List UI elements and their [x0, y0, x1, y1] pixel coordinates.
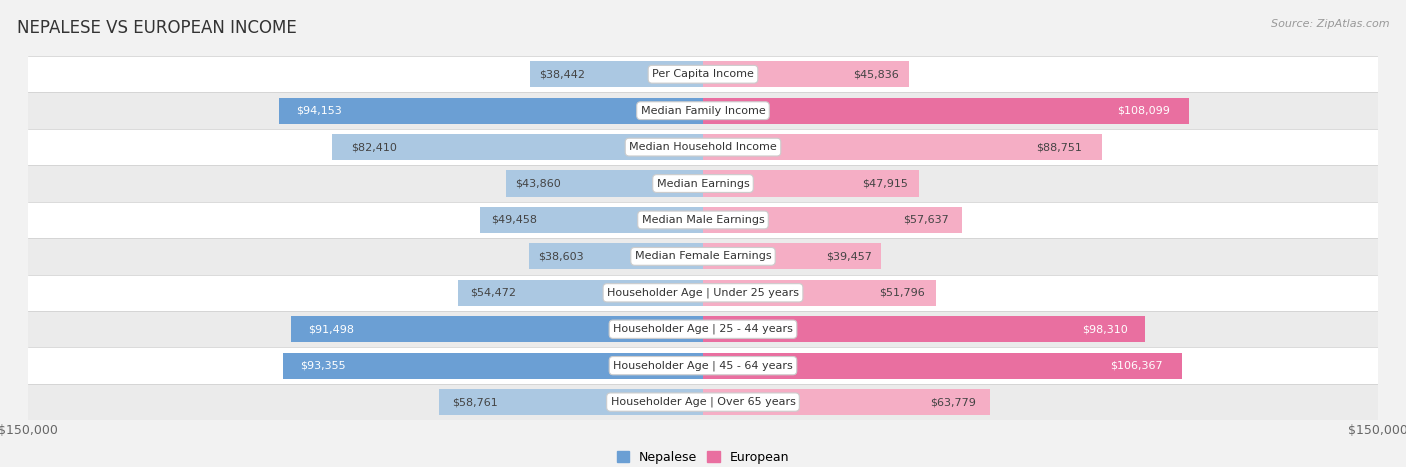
Text: Per Capita Income: Per Capita Income — [652, 69, 754, 79]
Bar — [28, 275, 1378, 311]
Bar — [703, 134, 1102, 160]
Bar — [28, 92, 1378, 129]
Bar — [703, 280, 936, 306]
Bar — [703, 170, 918, 197]
Legend: Nepalese, European: Nepalese, European — [612, 446, 794, 467]
Bar — [703, 207, 962, 233]
Text: Householder Age | Over 65 years: Householder Age | Over 65 years — [610, 397, 796, 407]
Bar — [28, 311, 1378, 347]
Text: $98,310: $98,310 — [1081, 324, 1128, 334]
Bar — [28, 56, 1378, 92]
Bar — [280, 98, 703, 124]
Text: $39,457: $39,457 — [825, 251, 872, 262]
Text: $82,410: $82,410 — [350, 142, 396, 152]
Bar — [28, 165, 1378, 202]
Text: Median Household Income: Median Household Income — [628, 142, 778, 152]
Text: $51,796: $51,796 — [879, 288, 924, 298]
Bar — [28, 129, 1378, 165]
Text: $38,442: $38,442 — [538, 69, 585, 79]
Text: $45,836: $45,836 — [853, 69, 898, 79]
Text: Householder Age | Under 25 years: Householder Age | Under 25 years — [607, 288, 799, 298]
Text: $43,860: $43,860 — [516, 178, 561, 189]
Text: $49,458: $49,458 — [492, 215, 537, 225]
Text: $93,355: $93,355 — [299, 361, 346, 371]
Text: Median Family Income: Median Family Income — [641, 106, 765, 116]
Text: $54,472: $54,472 — [470, 288, 516, 298]
Text: $47,915: $47,915 — [862, 178, 908, 189]
Bar — [529, 243, 703, 269]
Text: Median Female Earnings: Median Female Earnings — [634, 251, 772, 262]
Text: $63,779: $63,779 — [929, 397, 976, 407]
Text: $58,761: $58,761 — [451, 397, 498, 407]
Text: $108,099: $108,099 — [1116, 106, 1170, 116]
Text: $94,153: $94,153 — [297, 106, 342, 116]
Bar — [530, 61, 703, 87]
Text: $91,498: $91,498 — [308, 324, 354, 334]
Bar — [28, 238, 1378, 275]
Text: Source: ZipAtlas.com: Source: ZipAtlas.com — [1271, 19, 1389, 28]
Bar — [28, 202, 1378, 238]
Bar — [703, 98, 1189, 124]
Bar — [703, 61, 910, 87]
Bar — [481, 207, 703, 233]
Bar — [283, 353, 703, 379]
Bar — [703, 353, 1181, 379]
Text: $106,367: $106,367 — [1109, 361, 1163, 371]
Text: Median Earnings: Median Earnings — [657, 178, 749, 189]
Bar — [458, 280, 703, 306]
Bar — [332, 134, 703, 160]
Bar — [28, 347, 1378, 384]
Text: Median Male Earnings: Median Male Earnings — [641, 215, 765, 225]
Bar — [703, 316, 1146, 342]
Text: $57,637: $57,637 — [904, 215, 949, 225]
Text: $88,751: $88,751 — [1036, 142, 1083, 152]
Bar — [439, 389, 703, 415]
Text: Householder Age | 25 - 44 years: Householder Age | 25 - 44 years — [613, 324, 793, 334]
Bar — [703, 243, 880, 269]
Bar — [28, 384, 1378, 420]
Bar — [703, 389, 990, 415]
Text: $38,603: $38,603 — [538, 251, 583, 262]
Text: Householder Age | 45 - 64 years: Householder Age | 45 - 64 years — [613, 361, 793, 371]
Bar — [506, 170, 703, 197]
Text: NEPALESE VS EUROPEAN INCOME: NEPALESE VS EUROPEAN INCOME — [17, 19, 297, 37]
Bar — [291, 316, 703, 342]
